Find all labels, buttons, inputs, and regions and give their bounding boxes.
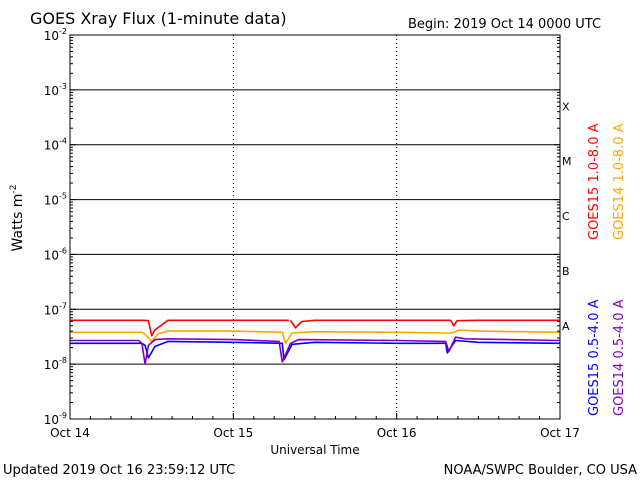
flare-class-label: B xyxy=(562,265,570,278)
x-tick-label: Oct 15 xyxy=(213,426,253,440)
series-line xyxy=(70,329,561,345)
y-axis-ticks: 10-9 10-8 10-7 10-6 10-5 10-4 10-3 10-2 xyxy=(44,27,560,427)
series-line xyxy=(289,319,560,329)
x-tick-label: Oct 17 xyxy=(540,426,580,440)
y-tick-label: 10-4 xyxy=(44,137,67,153)
y-axis-label-group: Watts m-2 xyxy=(9,185,26,252)
plot-grid xyxy=(70,35,560,419)
series-line xyxy=(70,319,289,337)
legend-entry: GOES15 1.0-8.0 A xyxy=(587,123,602,240)
y-axis-label: Watts m-2 xyxy=(9,185,26,252)
y-tick-label: 10-2 xyxy=(44,27,67,43)
legend-entry: GOES14 1.0-8.0 A xyxy=(612,123,627,240)
x-axis-label: Universal Time xyxy=(270,443,359,457)
y-axis-label-text: Watts m xyxy=(10,194,26,252)
series-line xyxy=(70,336,561,365)
x-axis-ticks: Oct 14 Oct 15 Oct 16 Oct 17 xyxy=(50,413,580,440)
flare-class-label: A xyxy=(562,320,570,333)
y-tick-label: 10-5 xyxy=(44,192,67,208)
flare-class-label: X xyxy=(562,100,570,113)
flare-class-label: M xyxy=(562,155,572,168)
y-axis-label-exponent: -2 xyxy=(9,185,19,194)
y-tick-label: 10-6 xyxy=(44,246,67,262)
chart-title: GOES Xray Flux (1-minute data) xyxy=(30,9,287,28)
footer-updated: Updated 2019 Oct 16 23:59:12 UTC xyxy=(3,463,235,478)
y-tick-label: 10-3 xyxy=(44,82,67,98)
footer-credit: NOAA/SWPC Boulder, CO USA xyxy=(444,463,637,478)
y-tick-label: 10-8 xyxy=(44,356,67,372)
x-tick-label: Oct 14 xyxy=(50,426,90,440)
y-tick-label: 10-7 xyxy=(44,301,67,317)
legend: GOES15 1.0-8.0 A GOES14 1.0-8.0 A GOES15 0… xyxy=(587,123,627,416)
flare-class-label: C xyxy=(562,210,570,223)
x-tick-label: Oct 16 xyxy=(377,426,417,440)
y-tick-label: 10-9 xyxy=(44,411,67,427)
series-layer xyxy=(70,319,561,365)
begin-label: Begin: 2019 Oct 14 0000 UTC xyxy=(408,17,601,32)
legend-entry: GOES14 0.5-4.0 A xyxy=(612,299,627,416)
flare-class-labels: X M C B A xyxy=(562,100,572,332)
legend-entry: GOES15 0.5-4.0 A xyxy=(587,299,602,416)
